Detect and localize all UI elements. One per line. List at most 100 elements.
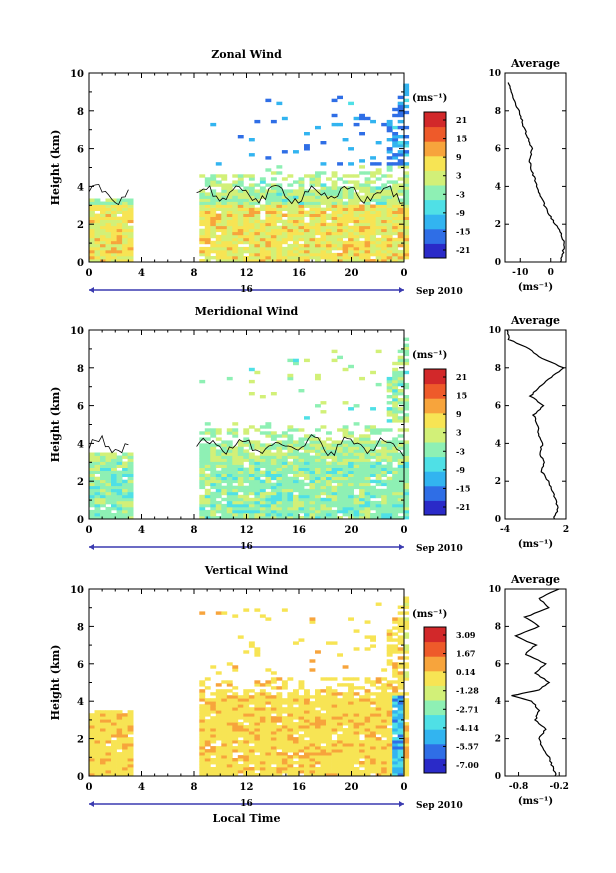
heatmap-cell: [315, 509, 321, 514]
heatmap-cell: [392, 668, 399, 672]
heatmap-cell: [237, 734, 244, 738]
heatmap-cell: [370, 216, 376, 220]
heatmap-cell: [210, 201, 217, 205]
heatmap-cell: [122, 764, 128, 768]
heatmap-cell: [304, 701, 310, 705]
heatmap-cell: [381, 256, 388, 260]
heatmap-cell: [287, 189, 294, 193]
heatmap-cell: [127, 461, 134, 465]
heatmap-cell: [403, 398, 410, 402]
heatmap-cell: [386, 401, 393, 405]
heatmap-cell: [386, 150, 393, 154]
heatmap-cell: [127, 452, 134, 456]
heatmap-cell: [348, 195, 354, 199]
heatmap-cell: [370, 734, 376, 738]
heatmap-cell: [94, 231, 101, 236]
heatmap-cell: [392, 222, 399, 227]
heatmap-cell: [392, 113, 399, 118]
heatmap-cell: [122, 485, 128, 490]
heatmap-cell: [281, 225, 288, 230]
heatmap-cell: [359, 500, 365, 505]
heatmap-cell: [392, 228, 399, 233]
heatmap-cell: [298, 452, 305, 456]
heatmap-cell: [370, 259, 376, 263]
heatmap-cell: [204, 503, 211, 508]
heatmap-cell: [100, 773, 106, 777]
heatmap-cell: [348, 494, 354, 499]
heatmap-cell: [248, 234, 255, 239]
heatmap-cell: [254, 476, 261, 481]
heatmap-cell: [381, 452, 388, 456]
heatmap-cell: [403, 497, 410, 502]
y-tick-label: 2: [77, 735, 84, 746]
heatmap-cell: [248, 225, 255, 230]
heatmap-cell: [259, 488, 266, 493]
heatmap-cell: [375, 428, 382, 432]
heatmap-cell: [237, 497, 244, 502]
heatmap-cell: [243, 743, 250, 747]
heatmap-cell: [309, 213, 316, 217]
heatmap-cell: [243, 428, 250, 432]
heatmap-cell: [204, 207, 211, 211]
heatmap-cell: [304, 770, 310, 774]
heatmap-cell: [276, 446, 283, 450]
heatmap-cell: [348, 761, 354, 765]
heatmap-cell: [298, 713, 305, 717]
heatmap-cell: [243, 476, 250, 481]
heatmap-cell: [100, 725, 106, 729]
heatmap-cell: [386, 680, 393, 684]
heatmap-cell: [237, 635, 244, 639]
heatmap-cell: [403, 337, 410, 341]
heatmap-cell: [116, 458, 123, 462]
heatmap-cell: [386, 755, 393, 759]
heatmap-cell: [320, 256, 327, 260]
heatmap-cell: [265, 494, 272, 499]
heatmap-cell: [342, 189, 349, 193]
heatmap-cell: [116, 506, 123, 511]
heatmap-cell: [287, 174, 294, 178]
heatmap-cell: [337, 207, 343, 211]
heatmap-cell: [105, 758, 112, 762]
heatmap-cell: [304, 228, 310, 233]
heatmap-cell: [276, 500, 283, 505]
heatmap-cell: [232, 183, 239, 187]
heatmap-cell: [331, 758, 338, 762]
heatmap-cell: [259, 614, 266, 618]
heatmap-cell: [248, 740, 255, 744]
heatmap-cell: [298, 249, 305, 254]
heatmap-cell: [304, 252, 310, 257]
heatmap-cell: [122, 240, 128, 245]
heatmap-cell: [381, 198, 388, 202]
heatmap-cell: [276, 698, 283, 702]
heatmap-cell: [298, 743, 305, 747]
heatmap-cell: [337, 234, 343, 239]
heatmap-cell: [337, 749, 343, 753]
heatmap-cell: [221, 704, 228, 708]
heatmap-cell: [397, 361, 404, 366]
heatmap-cell: [243, 174, 250, 178]
heatmap-cell: [331, 449, 338, 453]
heatmap-cell: [364, 452, 371, 456]
heatmap-cell: [281, 476, 288, 481]
heatmap-cell: [248, 204, 255, 208]
heatmap-cell: [243, 237, 250, 242]
heatmap-cell: [105, 494, 112, 499]
heatmap-cell: [226, 698, 233, 702]
heatmap-cell: [94, 228, 101, 233]
heatmap-cell: [281, 716, 288, 720]
heatmap-cell: [259, 516, 266, 520]
heatmap-cell: [226, 455, 233, 459]
heatmap-cell: [337, 461, 343, 465]
heatmap-cell: [127, 497, 134, 502]
heatmap-cell: [331, 189, 338, 193]
heatmap-cell: [248, 207, 255, 211]
heatmap-cell: [315, 491, 321, 496]
heatmap-cell: [392, 446, 399, 450]
heatmap-cell: [353, 629, 360, 633]
heatmap-cell: [254, 746, 261, 750]
heatmap-cell: [298, 506, 305, 511]
heatmap-cell: [204, 240, 211, 245]
heatmap-cell: [386, 231, 393, 236]
heatmap-cell: [265, 683, 272, 687]
heatmap-cell: [265, 728, 272, 732]
